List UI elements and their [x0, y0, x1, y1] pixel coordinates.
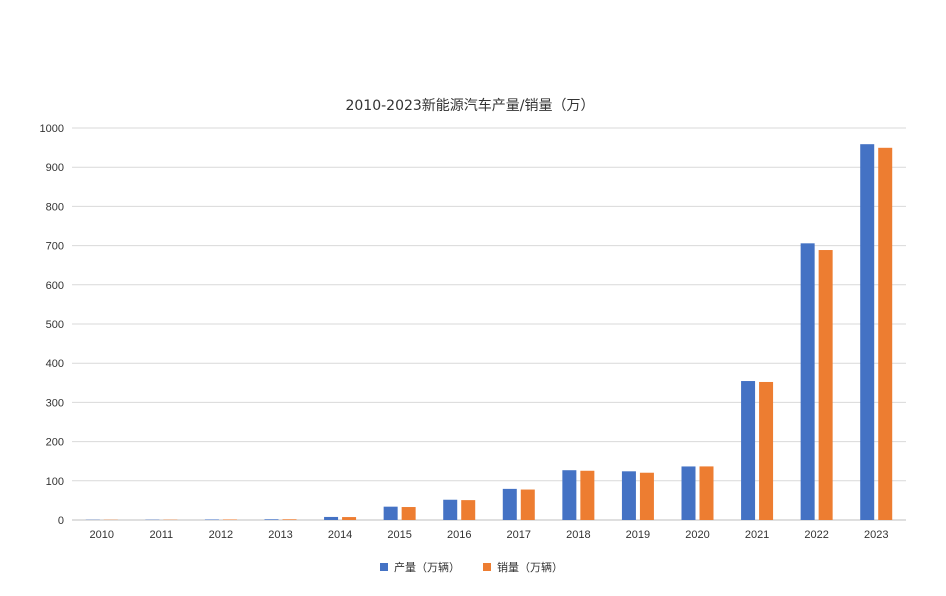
x-tick-label: 2019 [626, 529, 650, 541]
bar-production-2020 [681, 466, 696, 520]
legend-label: 销量（万辆） [497, 560, 563, 574]
y-tick-label: 700 [46, 241, 64, 253]
bar-sales-2013 [282, 519, 297, 520]
x-tick-label: 2012 [209, 529, 233, 541]
y-tick-label: 300 [46, 397, 64, 409]
bar-production-2015 [383, 506, 398, 520]
bar-production-2012 [204, 519, 219, 520]
legend-swatch [380, 563, 388, 571]
bar-sales-2015 [401, 507, 416, 520]
x-tick-label: 2015 [387, 529, 411, 541]
y-tick-label: 100 [46, 476, 64, 488]
bar-sales-2017 [520, 489, 535, 520]
legend-label: 产量（万辆） [394, 560, 460, 574]
x-tick-label: 2011 [150, 529, 174, 541]
x-tick-label: 2017 [507, 529, 531, 541]
bar-production-2016 [443, 499, 458, 520]
x-tick-label: 2014 [328, 529, 352, 541]
y-tick-label: 600 [46, 280, 64, 292]
bar-sales-2022 [818, 250, 833, 520]
x-tick-label: 2018 [566, 529, 590, 541]
bars [85, 144, 893, 520]
x-tick-label: 2020 [685, 529, 709, 541]
bar-sales-2019 [639, 472, 654, 520]
y-tick-label: 400 [46, 358, 64, 370]
bar-sales-2014 [342, 517, 357, 520]
y-tick-label: 800 [46, 201, 64, 213]
bar-production-2022 [800, 243, 815, 520]
gridlines [72, 127, 906, 521]
x-tick-label: 2013 [268, 529, 292, 541]
bar-sales-2020 [699, 466, 714, 520]
x-axis: 2010 2011 2012 2013 2014 2015 2016 2017 2018 2019… [72, 519, 906, 541]
x-tick-label: 2021 [745, 529, 769, 541]
bar-sales-2016 [461, 500, 476, 520]
y-tick-label: 1000 [40, 123, 64, 135]
x-tick-label: 2010 [90, 529, 114, 541]
bar-production-2019 [621, 471, 636, 520]
y-tick-label: 900 [46, 162, 64, 174]
bar-sales-2012 [222, 519, 237, 520]
bar-production-2018 [562, 470, 577, 520]
bar-production-2014 [324, 516, 339, 520]
bar-production-2013 [264, 519, 279, 520]
bar-sales-2023 [878, 147, 893, 520]
y-tick-label: 500 [46, 319, 64, 331]
y-tick-label: 200 [46, 437, 64, 449]
legend: 产量（万辆） 销量（万辆） [380, 560, 563, 574]
bar-production-2021 [741, 381, 756, 520]
chart-title: 2010-2023新能源汽车产量/销量（万） [345, 97, 594, 114]
x-tick-label: 2023 [864, 529, 888, 541]
bar-production-2023 [860, 144, 875, 520]
legend-swatch [483, 563, 491, 571]
bar-production-2017 [502, 488, 517, 520]
bar-sales-2018 [580, 470, 595, 520]
x-tick-label: 2022 [804, 529, 828, 541]
bar-sales-2021 [759, 381, 774, 520]
y-tick-label: 0 [58, 515, 64, 527]
y-axis: 0 100 200 300 400 500 600 700 800 900 1000 [40, 123, 64, 527]
x-tick-label: 2016 [447, 529, 471, 541]
